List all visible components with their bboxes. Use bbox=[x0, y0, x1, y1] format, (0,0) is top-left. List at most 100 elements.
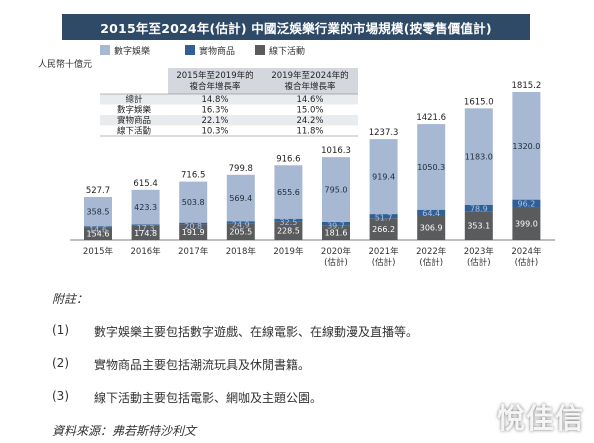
bar-segment bbox=[226, 223, 255, 240]
bar-segment bbox=[464, 211, 493, 240]
bar-segment bbox=[179, 222, 208, 225]
bar-value-label: 96.2 bbox=[517, 200, 535, 209]
x-tick-label: (估計) bbox=[372, 257, 396, 268]
table-cell: 實物商品 bbox=[117, 115, 151, 126]
x-axis-labels: 2015年 2016年 2017年 2018年 2019年 2020年(估計)2021年(… bbox=[70, 239, 555, 268]
bar-total-label: 1615.0 bbox=[464, 97, 494, 107]
bar-value-label: 919.4 bbox=[372, 173, 395, 182]
table-cell: 22.1% bbox=[201, 116, 228, 126]
legend-swatch bbox=[255, 45, 265, 55]
bar-segment bbox=[274, 165, 303, 219]
x-tick-label: 2018年 bbox=[226, 246, 257, 257]
bar-value-label: 228.5 bbox=[277, 227, 300, 236]
bar-value-label: 423.3 bbox=[134, 203, 157, 212]
legend-swatch bbox=[185, 45, 195, 55]
note-item: (3) 線下活動主要包括電影、網咖及主題公園。 bbox=[52, 389, 552, 406]
x-tick-label: 2019年 bbox=[273, 246, 304, 257]
bar-segment bbox=[84, 227, 112, 240]
watermark-logo: 悅佳信 bbox=[496, 402, 584, 435]
bar-value-label: 358.5 bbox=[87, 208, 110, 217]
bar-value-label: 51.7 bbox=[375, 214, 393, 223]
bar-segment bbox=[417, 209, 446, 215]
bar-segment bbox=[512, 207, 541, 240]
bar-segment bbox=[131, 189, 160, 225]
bar-segment bbox=[512, 199, 541, 208]
bar-value-label: 64.4 bbox=[422, 209, 440, 218]
bar-total-label: 527.7 bbox=[86, 186, 110, 196]
bar-total-label: 1016.3 bbox=[321, 146, 351, 156]
table-cell: 14.8% bbox=[201, 95, 228, 105]
table-cell: 10.3% bbox=[201, 127, 228, 137]
bar-segment bbox=[369, 214, 398, 219]
bar-segment bbox=[131, 225, 160, 240]
legend-label: 線下活動 bbox=[269, 45, 305, 57]
x-tick-label: 2015年 bbox=[83, 246, 114, 257]
bar-segment bbox=[417, 124, 446, 210]
bar-value-label: 24.9 bbox=[232, 221, 250, 230]
bar-segment bbox=[84, 226, 112, 228]
note-number: (3) bbox=[52, 389, 69, 403]
x-tick-label: 2020年 bbox=[321, 246, 352, 257]
bar-segment bbox=[274, 221, 303, 240]
bar-value-label: 78.9 bbox=[470, 204, 488, 213]
bar-segment bbox=[179, 224, 208, 240]
bar-segment bbox=[226, 174, 255, 222]
x-tick-label: (估計) bbox=[467, 257, 491, 268]
bar-value-label: 39.7 bbox=[327, 221, 345, 230]
x-tick-label: 2022年 bbox=[416, 246, 447, 257]
legend-label: 實物商品 bbox=[199, 45, 235, 57]
bar-value-label: 32.5 bbox=[279, 218, 297, 227]
bar-value-label: 191.9 bbox=[182, 228, 205, 237]
table-cell: 11.8% bbox=[296, 127, 323, 137]
bar-total-label: 615.4 bbox=[133, 179, 157, 189]
bar-segment bbox=[226, 221, 255, 224]
bar-segment bbox=[417, 214, 446, 240]
legend-label: 數字娛樂 bbox=[114, 45, 150, 57]
legend: 數字娛樂 實物商品 線下活動 bbox=[100, 45, 305, 57]
bar-segment bbox=[131, 224, 160, 226]
bar-value-label: 795.0 bbox=[325, 186, 348, 195]
note-number: (1) bbox=[52, 323, 69, 337]
bar-segment bbox=[369, 139, 398, 215]
note-item: (1) 數字娛樂主要包括數字遊戲、在線電影、在線動漫及直播等。 bbox=[52, 323, 552, 340]
x-tick-label: (估計) bbox=[324, 257, 348, 268]
table-row-bg bbox=[100, 94, 358, 105]
bar-value-label: 503.8 bbox=[182, 198, 205, 207]
bar-total-label: 716.5 bbox=[181, 171, 205, 181]
bar-value-label: 17.3 bbox=[137, 224, 155, 233]
note-text: 數字娛樂主要包括數字遊戲、在線電影、在線動漫及直播等。 bbox=[94, 325, 419, 339]
bar-segment bbox=[464, 204, 493, 212]
note-text: 實物商品主要包括潮流玩具及休閒書籍。 bbox=[94, 358, 311, 372]
legend-swatch bbox=[100, 45, 110, 55]
bar-value-label: 1050.3 bbox=[417, 163, 445, 172]
bar-segment bbox=[179, 181, 208, 223]
bar-segment bbox=[322, 221, 350, 226]
bar-value-label: 154.6 bbox=[87, 230, 110, 239]
table-cell: 15.0% bbox=[296, 106, 323, 116]
bar-segment bbox=[512, 92, 541, 200]
bar-total-label: 916.6 bbox=[276, 154, 300, 164]
x-tick-label: 2016年 bbox=[131, 246, 162, 257]
bar-value-label: 1183.0 bbox=[465, 153, 493, 162]
bar-value-label: 399.0 bbox=[515, 220, 538, 229]
bar-segment bbox=[84, 196, 112, 227]
bar-total-label: 1237.3 bbox=[369, 128, 399, 138]
bar-segment bbox=[464, 108, 493, 205]
chart-area: 人民幣十億元 數字娛樂 實物商品 線下活動 2015年至2019年的複合年增長率20… bbox=[38, 45, 555, 268]
x-tick-label: 2023年 bbox=[464, 246, 495, 257]
bar-value-label: 1320.0 bbox=[512, 142, 540, 151]
bar-value-label: 306.9 bbox=[420, 223, 443, 232]
table-cell: 線下活動 bbox=[117, 126, 151, 137]
bar-segment bbox=[274, 218, 303, 222]
table-header-label: 複合年增長率 bbox=[284, 81, 336, 92]
note-item: (2) 實物商品主要包括潮流玩具及休閒書籍。 bbox=[52, 356, 552, 373]
table-header-label: 2015年至2019年的 bbox=[176, 70, 253, 81]
note-number: (2) bbox=[52, 356, 69, 370]
table-cell: 16.3% bbox=[201, 106, 228, 116]
bar-value-label: 266.2 bbox=[372, 225, 395, 234]
notes-title: 附註： bbox=[52, 292, 89, 306]
x-tick-label: 2021年 bbox=[369, 246, 400, 257]
bar-value-label: 353.1 bbox=[467, 222, 490, 231]
bar-value-label: 205.5 bbox=[229, 228, 252, 237]
